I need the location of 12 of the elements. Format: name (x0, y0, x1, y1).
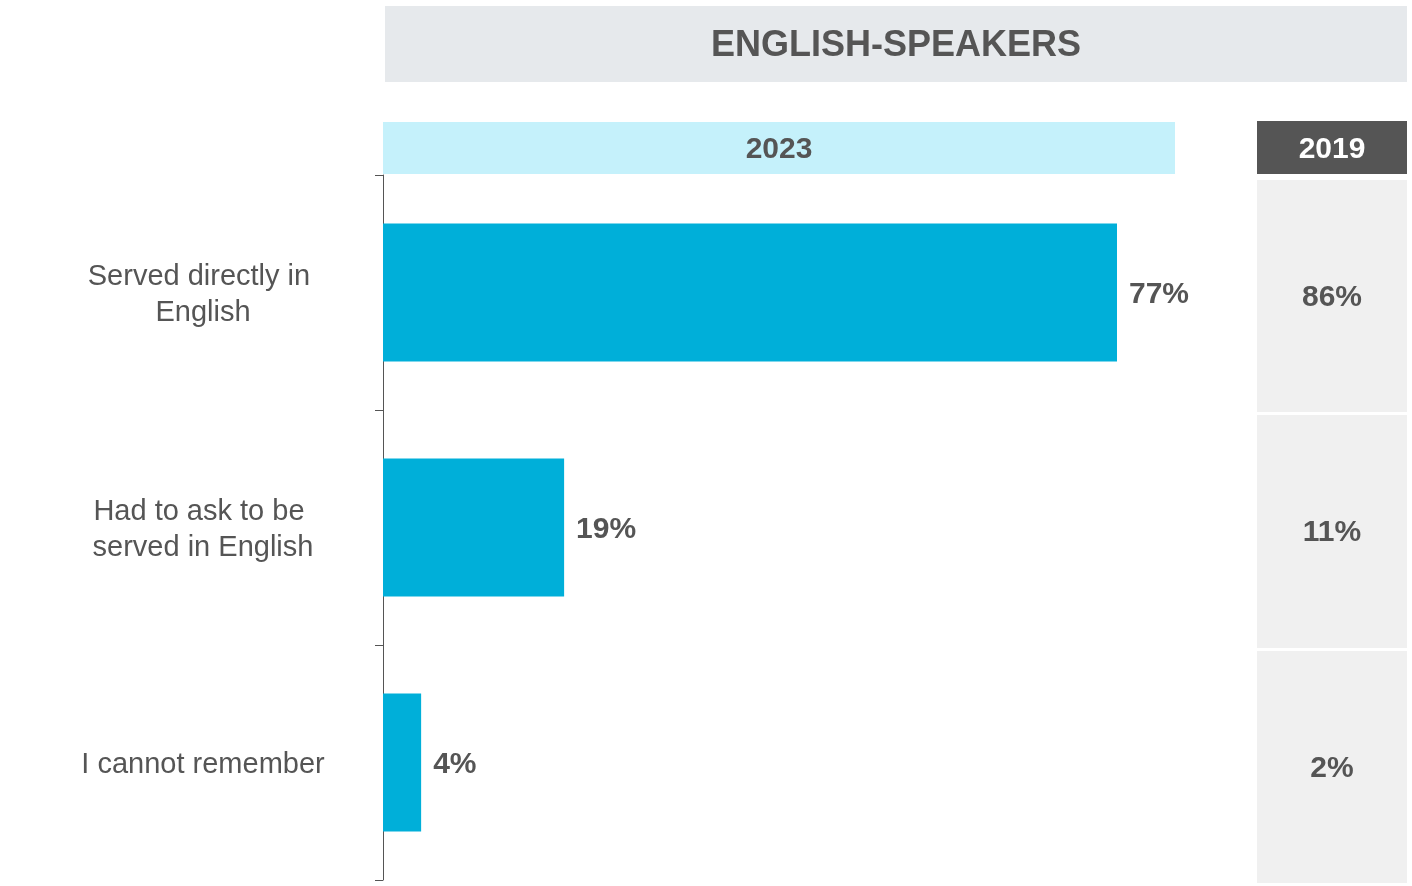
text: 2019 (1257, 121, 1407, 174)
data-label: 19% (576, 511, 637, 544)
chart-title: ENGLISH-SPEAKERS (385, 6, 1407, 82)
data-label: 2% (1257, 650, 1407, 883)
data-label: 11% (1257, 415, 1407, 648)
data-label: 4% (433, 746, 477, 779)
y-tick-label: Served directly in English (87, 258, 319, 327)
data-label: 86% (1257, 180, 1407, 413)
data-label: 77% (1129, 276, 1190, 309)
y-tick-label: I cannot remember (81, 746, 326, 779)
y-tick-label: Had to ask to be served in English (92, 493, 314, 562)
series-label: 2023 (383, 122, 1175, 174)
